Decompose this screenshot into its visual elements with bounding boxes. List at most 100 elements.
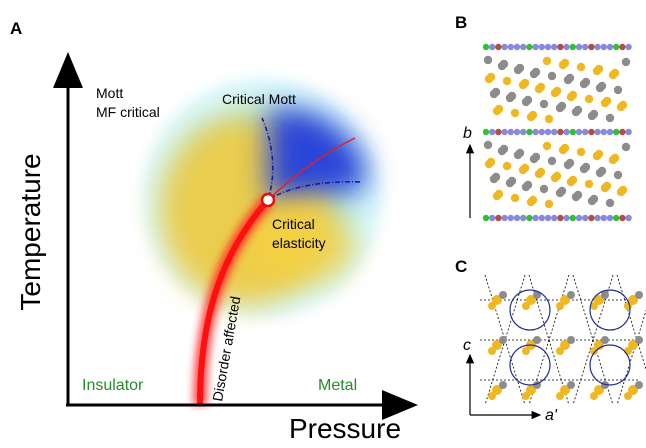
- label: elasticity: [272, 235, 326, 251]
- atom: [488, 347, 496, 355]
- atom: [601, 99, 609, 107]
- atom: [498, 62, 506, 70]
- atom: [506, 179, 514, 187]
- atom: [539, 129, 545, 135]
- atom: [532, 129, 538, 135]
- atom: [519, 166, 527, 174]
- atom: [564, 76, 572, 84]
- atom: [556, 392, 564, 400]
- atom: [506, 94, 514, 102]
- atom: [593, 152, 601, 160]
- atom: [613, 215, 619, 221]
- atom: [522, 392, 530, 400]
- atom: [622, 143, 630, 151]
- atom: [601, 215, 607, 221]
- atom: [596, 169, 604, 177]
- atom: [503, 162, 511, 170]
- atom: [635, 291, 643, 299]
- atom: [556, 104, 564, 112]
- atom: [570, 129, 576, 135]
- atom: [557, 215, 563, 221]
- atom: [613, 129, 619, 135]
- atom: [514, 215, 520, 221]
- atom: [559, 146, 567, 154]
- atom: [543, 142, 551, 150]
- atom: [548, 157, 556, 165]
- critical-point: [262, 194, 274, 206]
- atom: [596, 84, 604, 92]
- atom: [567, 381, 575, 389]
- label: MF critical: [96, 104, 160, 120]
- atom: [551, 44, 557, 50]
- panel-b: B b: [455, 13, 632, 221]
- atom: [520, 129, 526, 135]
- atom: [563, 215, 569, 221]
- atom: [619, 215, 625, 221]
- atom: [588, 44, 594, 50]
- atom: [522, 98, 530, 106]
- atom: [545, 115, 553, 123]
- atom: [526, 215, 532, 221]
- atom: [594, 215, 600, 221]
- atom: [514, 151, 522, 159]
- atom: [570, 44, 576, 50]
- atom: [530, 70, 538, 78]
- atom: [607, 129, 613, 135]
- atom: [501, 129, 507, 135]
- atom: [567, 93, 575, 101]
- panel-letter: C: [455, 257, 467, 276]
- atom: [576, 44, 582, 50]
- atom: [563, 129, 569, 135]
- atom: [594, 44, 600, 50]
- atom: [483, 215, 489, 221]
- atom: [556, 347, 564, 355]
- axis-label: a': [545, 407, 558, 424]
- atom: [624, 302, 632, 310]
- atom: [576, 215, 582, 221]
- atom: [532, 215, 538, 221]
- atom: [576, 129, 582, 135]
- atom: [564, 161, 572, 169]
- atom: [625, 215, 631, 221]
- atom: [508, 129, 514, 135]
- atom: [594, 129, 600, 135]
- atom: [609, 156, 617, 164]
- atom: [539, 44, 545, 50]
- atom: [526, 44, 532, 50]
- atom: [511, 109, 519, 117]
- atom: [530, 155, 538, 163]
- panel-c: C c a': [455, 257, 646, 424]
- atom: [514, 129, 520, 135]
- atom: [622, 58, 630, 66]
- atom: [567, 178, 575, 186]
- atom: [580, 165, 588, 173]
- x-axis-label: Pressure: [289, 413, 401, 443]
- atom: [601, 129, 607, 135]
- atom: [607, 215, 613, 221]
- atom: [617, 188, 625, 196]
- atom: [499, 336, 507, 344]
- atom: [533, 336, 541, 344]
- atom: [484, 56, 492, 64]
- atom: [557, 44, 563, 50]
- ring: [590, 290, 630, 330]
- atom: [545, 129, 551, 135]
- atom: [585, 180, 593, 188]
- atom: [527, 113, 535, 121]
- atom: [519, 81, 527, 89]
- atom: [551, 215, 557, 221]
- atom: [601, 184, 609, 192]
- atom: [563, 44, 569, 50]
- atom: [514, 66, 522, 74]
- atom: [593, 67, 601, 75]
- atom: [495, 215, 501, 221]
- label: Insulator: [82, 377, 144, 394]
- atom: [489, 44, 495, 50]
- atom: [526, 129, 532, 135]
- atom: [490, 175, 498, 183]
- label: Metal: [318, 377, 357, 394]
- atom: [567, 291, 575, 299]
- atom: [522, 302, 530, 310]
- panel-letter: A: [10, 19, 22, 38]
- atom: [535, 85, 543, 93]
